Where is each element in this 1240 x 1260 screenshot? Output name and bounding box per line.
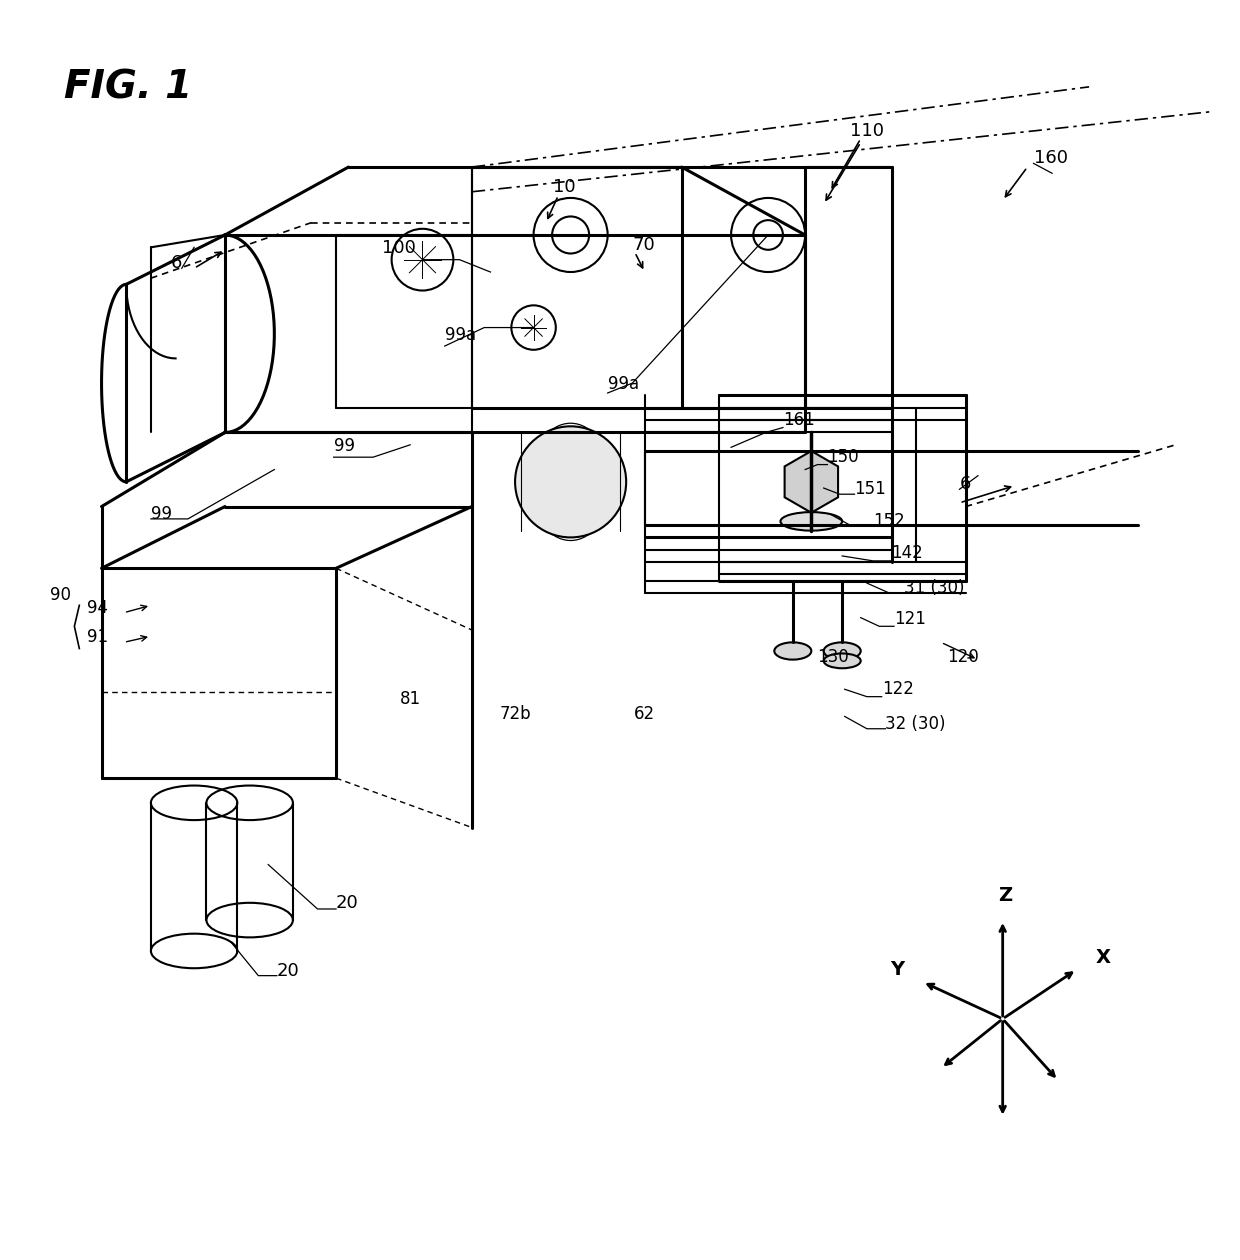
Text: 99: 99 — [334, 437, 355, 455]
Text: 150: 150 — [827, 449, 859, 466]
Text: 91: 91 — [87, 629, 108, 646]
Text: 142: 142 — [892, 544, 924, 562]
Text: 120: 120 — [947, 648, 978, 667]
Text: 94: 94 — [87, 598, 108, 616]
Text: Y: Y — [890, 960, 904, 979]
Text: 130: 130 — [817, 648, 849, 667]
Text: 99a: 99a — [445, 326, 476, 344]
Text: 90: 90 — [50, 586, 71, 605]
Text: 6: 6 — [960, 475, 971, 493]
Circle shape — [511, 305, 556, 350]
Text: 72b: 72b — [500, 704, 531, 723]
Ellipse shape — [823, 654, 861, 668]
Text: 10: 10 — [553, 178, 575, 195]
Text: 62: 62 — [634, 704, 655, 723]
Text: 99: 99 — [151, 505, 172, 523]
Text: 81: 81 — [399, 690, 420, 708]
Text: 121: 121 — [894, 610, 926, 627]
Ellipse shape — [774, 643, 811, 660]
Text: 152: 152 — [873, 513, 905, 530]
Circle shape — [392, 229, 454, 291]
Text: Z: Z — [998, 886, 1012, 905]
Text: 32 (30): 32 (30) — [885, 714, 946, 733]
Text: X: X — [1095, 948, 1110, 966]
Text: 6: 6 — [170, 255, 182, 272]
Circle shape — [732, 198, 805, 272]
Ellipse shape — [780, 512, 842, 530]
Text: 161: 161 — [782, 411, 815, 430]
Circle shape — [533, 198, 608, 272]
Text: 110: 110 — [849, 122, 884, 140]
Text: 100: 100 — [382, 239, 417, 257]
Text: 20: 20 — [277, 961, 300, 979]
Text: 31 (30): 31 (30) — [904, 578, 965, 597]
Circle shape — [515, 426, 626, 538]
Ellipse shape — [823, 643, 861, 660]
Text: 70: 70 — [632, 236, 655, 253]
Text: 99a: 99a — [608, 375, 639, 393]
Text: 160: 160 — [1033, 150, 1068, 168]
Text: 151: 151 — [854, 480, 887, 498]
Text: 20: 20 — [336, 893, 358, 912]
Text: FIG. 1: FIG. 1 — [64, 68, 192, 106]
Polygon shape — [785, 451, 838, 513]
Text: 122: 122 — [882, 680, 914, 698]
